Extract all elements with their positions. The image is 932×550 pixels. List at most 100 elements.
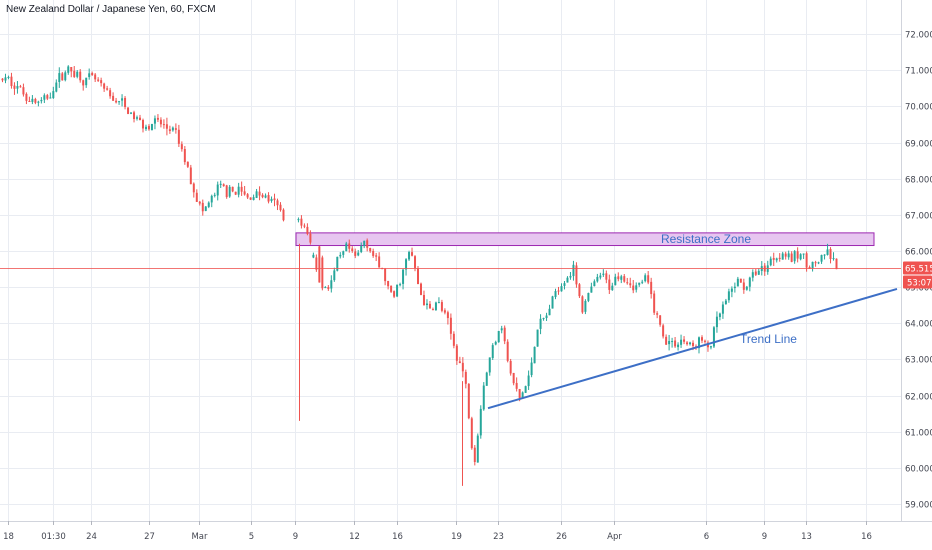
candle-body	[587, 292, 590, 301]
candle-body	[261, 194, 264, 198]
candle-body	[641, 281, 644, 283]
candle-body	[300, 218, 303, 226]
candle-body	[715, 316, 718, 328]
candle-body	[378, 256, 381, 268]
candle-body	[452, 333, 455, 346]
last-price-value: 65.515	[905, 265, 932, 275]
candle-body	[515, 382, 518, 389]
candle-body	[566, 277, 569, 283]
price-tags: 65.515 53:07	[903, 261, 932, 289]
candle-body	[312, 254, 315, 258]
candle-body	[270, 198, 273, 201]
candle-body	[124, 97, 127, 107]
candle-body	[186, 161, 189, 167]
candle-body	[162, 124, 165, 126]
candle-body	[195, 192, 198, 202]
candle-body	[524, 386, 527, 393]
price-tick-label: 67.000	[905, 212, 932, 222]
candle-body	[437, 302, 440, 304]
candle-body	[578, 284, 581, 297]
candle-body	[440, 302, 443, 311]
candle-body	[512, 372, 515, 384]
price-tick-label: 66.000	[905, 248, 932, 258]
candle-body	[183, 149, 186, 163]
candle-body	[425, 303, 428, 306]
candle-body	[656, 313, 659, 315]
candle-body	[596, 276, 599, 282]
time-tick-label: 9	[293, 532, 298, 542]
candle-body	[623, 276, 626, 282]
candle-body	[733, 286, 736, 289]
candle-body	[781, 253, 784, 260]
candle-body	[246, 194, 249, 198]
candle-body	[551, 296, 554, 309]
candle-body	[521, 392, 524, 398]
trend-line[interactable]	[487, 287, 898, 410]
candle-body	[653, 293, 656, 313]
candle-body	[689, 342, 692, 345]
candle-body	[273, 198, 276, 201]
candle-body	[79, 71, 82, 81]
candle-body	[799, 254, 802, 260]
candle-body	[488, 357, 491, 373]
candle-body	[754, 271, 757, 275]
candle-body	[372, 251, 375, 256]
candle-body	[683, 339, 686, 342]
candle-body	[721, 304, 724, 314]
candle-body	[677, 344, 680, 348]
candle-body	[327, 287, 330, 289]
candle-body	[112, 95, 115, 101]
candle-body	[342, 251, 345, 255]
candle-body	[22, 87, 25, 95]
candle-body	[204, 206, 207, 211]
candle-body	[509, 360, 512, 374]
candle-body	[611, 285, 614, 291]
time-tick-label: 24	[86, 532, 97, 542]
candle-body	[264, 195, 267, 198]
candle-body	[805, 253, 808, 268]
candle-body	[333, 270, 336, 281]
time-tick-label: 26	[556, 532, 567, 542]
candle-body	[629, 283, 632, 286]
candle-body	[542, 318, 545, 320]
candle-body	[491, 345, 494, 359]
resistance-zone[interactable]	[295, 232, 875, 247]
candle-body	[739, 278, 742, 283]
candle-body	[315, 257, 318, 270]
candle-body	[171, 127, 174, 131]
candle-body	[237, 186, 240, 195]
candle-body	[775, 258, 778, 261]
candle-body	[476, 435, 479, 463]
time-tick-label: 19	[451, 532, 462, 542]
candle-body	[620, 276, 623, 280]
candle-body	[659, 315, 662, 325]
candle-body	[180, 144, 183, 150]
candle-body	[617, 276, 620, 280]
candle-body	[85, 77, 88, 86]
candle-body	[231, 186, 234, 192]
candle-body	[174, 128, 177, 130]
time-axis[interactable]: 18 01:30 24 27 Mar 5 9 12 16 19 23 26 Apr 6 9 13 16	[3, 521, 872, 542]
candle-body	[7, 76, 10, 78]
candle-body	[339, 254, 342, 257]
price-tick-label: 68.000	[905, 176, 932, 186]
candle-body	[133, 112, 136, 120]
candle-body	[668, 341, 671, 345]
candle-body	[216, 184, 219, 196]
candle-body	[823, 254, 826, 256]
candle-body	[139, 117, 142, 121]
time-tick-label: 9	[762, 532, 767, 542]
candle-body	[718, 313, 721, 318]
candle-body	[796, 251, 799, 259]
candle-body	[399, 284, 402, 286]
candle-body	[536, 329, 539, 347]
candle-body	[811, 261, 814, 269]
candle-body	[479, 408, 482, 436]
price-tick-label: 69.000	[905, 140, 932, 150]
candle-body	[518, 389, 521, 398]
candle-body	[222, 184, 225, 187]
candle-body	[150, 124, 153, 131]
candle-body	[530, 362, 533, 376]
candle-body	[485, 372, 488, 386]
